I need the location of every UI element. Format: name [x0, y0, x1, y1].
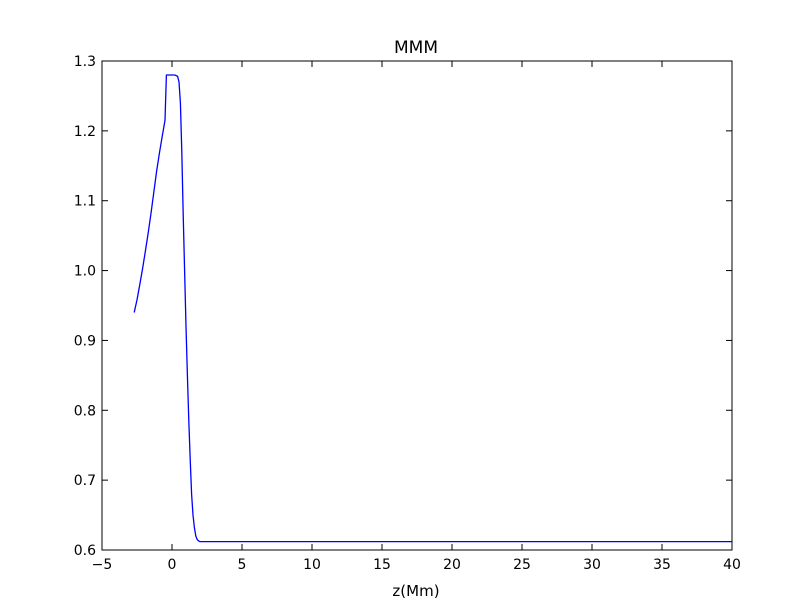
- x-tick-label-2: 5: [238, 557, 247, 573]
- x-tick-label-6: 25: [513, 557, 531, 573]
- x-tick-label-4: 15: [373, 557, 391, 573]
- y-tick-label-0: 0.6: [74, 543, 96, 559]
- y-tick-label-6: 1.2: [74, 124, 96, 140]
- y-tick-label-2: 0.8: [74, 403, 96, 419]
- x-axis-label: z(Mm): [392, 582, 439, 600]
- y-tick-label-1: 0.7: [74, 473, 96, 489]
- x-tick-label-1: 0: [168, 557, 177, 573]
- x-tick-label-3: 10: [303, 557, 321, 573]
- y-tick-label-4: 1.0: [74, 264, 96, 280]
- x-tick-label-0: −5: [92, 557, 113, 573]
- plot-area: −5 0 5 10 15 20 25 30 35 40 0.6 0.7 0.8 0.9 1.0 1.1 1.2 1…: [74, 54, 741, 573]
- x-tick-label-7: 30: [583, 557, 601, 573]
- y-tick-label-5: 1.1: [74, 194, 96, 210]
- x-tick-label-9: 40: [723, 557, 741, 573]
- y-tick-label-7: 1.3: [74, 54, 96, 70]
- y-tick-label-3: 0.9: [74, 333, 96, 349]
- x-tick-label-8: 35: [653, 557, 671, 573]
- plot-frame: [101, 60, 733, 551]
- x-tick-label-5: 20: [443, 557, 461, 573]
- series-line-0: [133, 74, 732, 543]
- chart-title: MMM: [394, 38, 438, 58]
